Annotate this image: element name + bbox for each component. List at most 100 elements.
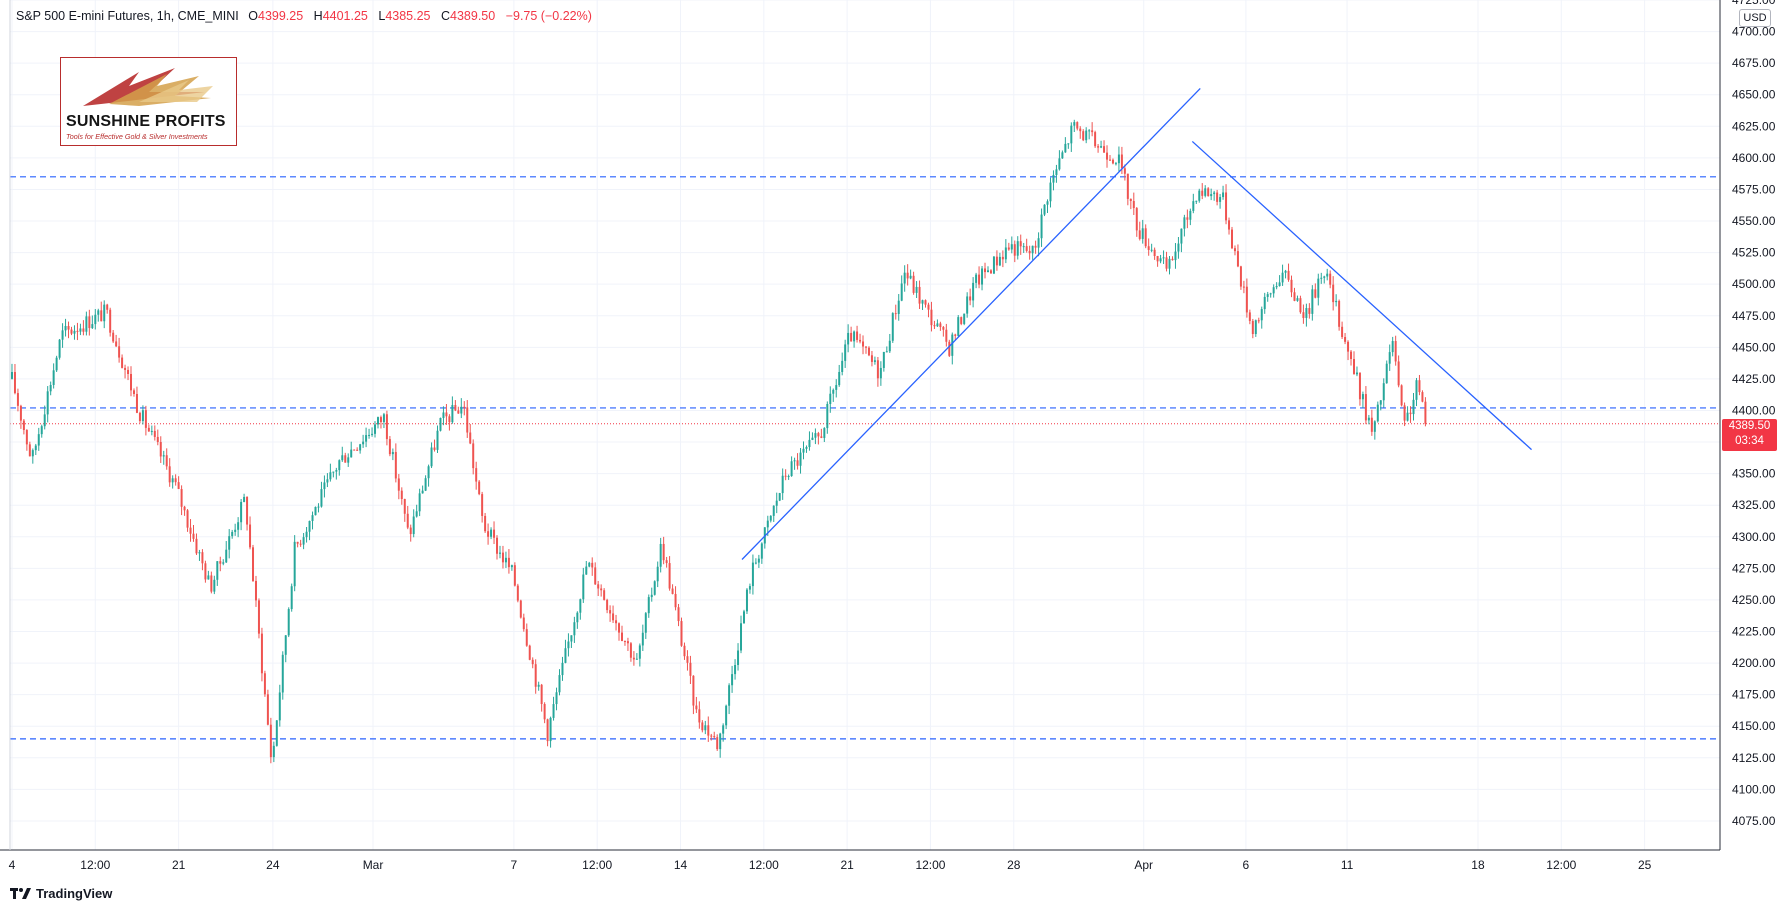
candle-body (552, 704, 555, 718)
candle-body (668, 563, 671, 589)
candle-body (260, 633, 263, 674)
candle-body (1141, 228, 1144, 239)
candle-body (543, 704, 546, 720)
candle-body (647, 597, 650, 614)
candle-body (615, 620, 618, 624)
candle-body (374, 424, 377, 434)
y-tick-label: 4500.00 (1732, 277, 1776, 291)
candle-body (433, 447, 436, 450)
candle-body (811, 437, 814, 440)
candle-body (1388, 352, 1391, 364)
symbol-title: S&P 500 E-mini Futures, 1h, CME_MINI (16, 9, 239, 23)
candle-body (1406, 412, 1409, 421)
candle-body (49, 384, 52, 392)
candle-body (376, 417, 379, 425)
candle-body (612, 613, 615, 621)
candle-body (1397, 361, 1400, 386)
candle-body (957, 317, 960, 336)
candle-body (662, 543, 665, 561)
candle-body (159, 442, 162, 457)
horizontal-levels (10, 176, 1720, 740)
candle-body (409, 527, 412, 535)
candle-body (1135, 208, 1138, 231)
candle-body (1225, 192, 1228, 221)
high-label: H (313, 9, 323, 23)
candle-body (362, 441, 365, 445)
candle-body (1204, 188, 1207, 196)
candle-body (1138, 230, 1141, 239)
candle-body (1100, 146, 1103, 148)
candle-body (1162, 257, 1165, 259)
candle-body (1147, 246, 1150, 250)
candle-body (841, 360, 844, 372)
candle-body (1400, 385, 1403, 406)
candle-body (1379, 400, 1382, 405)
candle-body (1296, 298, 1299, 301)
candle-body (305, 531, 308, 538)
candle-body (216, 561, 219, 580)
candle-body (121, 357, 124, 368)
candle-body (766, 520, 769, 528)
x-tick-label: 12:00 (1546, 858, 1576, 872)
candle-body (1094, 132, 1097, 147)
candle-body (1165, 257, 1168, 269)
candle-body (1150, 249, 1153, 251)
candle-body (1382, 383, 1385, 401)
candle-body (748, 586, 751, 590)
x-tick-label: 6 (1243, 858, 1250, 872)
candle-body (132, 390, 135, 394)
candle-body (787, 476, 790, 478)
candle-body (1037, 238, 1040, 248)
candle-body (394, 452, 397, 479)
candle-body (1126, 173, 1129, 199)
candle-body (85, 316, 88, 332)
candle-body (1335, 300, 1338, 303)
logo-tagline: Tools for Effective Gold & Silver Invest… (66, 132, 208, 141)
candle-body (183, 506, 186, 511)
candle-body (246, 496, 249, 525)
currency-badge[interactable]: USD (1739, 9, 1771, 27)
candle-body (481, 494, 484, 516)
candle-body (150, 430, 153, 432)
y-tick-label: 4400.00 (1732, 403, 1776, 417)
candle-body (995, 256, 998, 266)
candle-body (835, 385, 838, 390)
candle-body (525, 629, 528, 646)
candle-body (609, 610, 612, 614)
candle-body (25, 430, 28, 445)
last-price-value: 4389.50 (1728, 420, 1771, 432)
candle-body (618, 623, 621, 633)
candle-body (513, 565, 516, 586)
candle-body (64, 326, 67, 331)
candle-body (266, 694, 269, 725)
candle-body (751, 562, 754, 587)
candle-body (677, 607, 680, 622)
candle-body (528, 645, 531, 660)
candle-body (127, 369, 130, 374)
candle-body (115, 341, 118, 347)
candle-body (106, 304, 109, 310)
x-tick-label: Apr (1134, 858, 1153, 872)
candle-body (870, 355, 873, 362)
change-value: −9.75 (−0.22%) (505, 9, 592, 23)
candle-body (683, 645, 686, 657)
candle-body (897, 300, 900, 315)
candle-body (722, 725, 725, 734)
candle-body (1269, 293, 1272, 295)
candle-body (522, 617, 525, 630)
candle-body (442, 412, 445, 418)
tradingview-watermark[interactable]: TradingView (10, 886, 112, 901)
candle-body (1347, 341, 1350, 352)
candle-body (859, 339, 862, 342)
candle-body (31, 450, 34, 457)
candle-body (231, 531, 234, 537)
candle-body (130, 373, 133, 391)
x-tick-label: 4 (9, 858, 16, 872)
candle-body (960, 317, 963, 324)
candle-body (278, 692, 281, 721)
candle-body (1073, 122, 1076, 126)
candle-body (1108, 159, 1111, 161)
candle-body (1189, 210, 1192, 220)
candle-body (1055, 169, 1058, 175)
